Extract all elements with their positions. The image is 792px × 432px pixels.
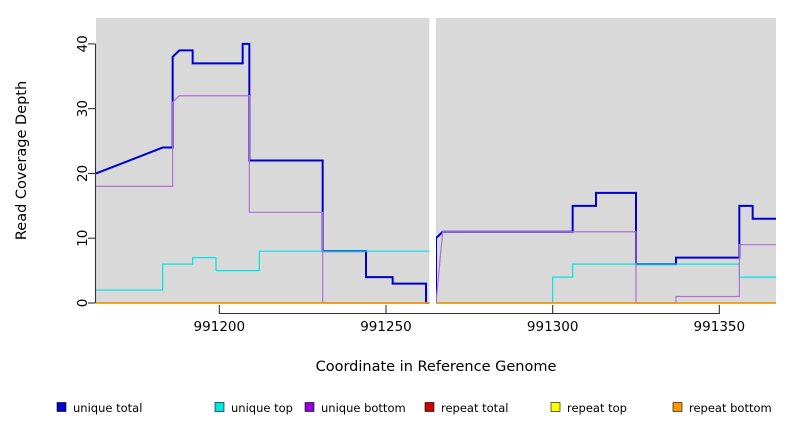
legend-label-unique-total[interactable]: unique total xyxy=(73,401,142,415)
y-tick-label-30: 30 xyxy=(75,100,91,117)
x-tick-label-991350: 991350 xyxy=(694,319,746,335)
axes-layer: 0 10 20 30 40 991200 991250 991300 991350 xyxy=(75,35,745,335)
legend-swatch-unique-bottom[interactable] xyxy=(304,402,315,412)
x-tick-label-991200: 991200 xyxy=(194,319,246,335)
legend-label-repeat-top[interactable]: repeat top xyxy=(567,401,627,415)
series-line-unique-bottom xyxy=(96,95,430,304)
legend-swatch-unique-top[interactable] xyxy=(214,402,225,412)
y-tick-label-40: 40 xyxy=(75,35,91,52)
legend-label-unique-top[interactable]: unique top xyxy=(231,401,293,415)
y-tick-label-0: 0 xyxy=(75,299,91,308)
legend-swatch-repeat-total[interactable] xyxy=(424,402,435,412)
coverage-gap-band xyxy=(429,18,436,303)
x-tick-label-991300: 991300 xyxy=(527,319,579,335)
legend-swatch-unique-total[interactable] xyxy=(56,402,67,412)
series-layer xyxy=(95,42,776,304)
legend-label-repeat-bottom[interactable]: repeat bottom xyxy=(689,401,772,415)
legend-label-repeat-total[interactable]: repeat total xyxy=(441,401,508,415)
y-axis-title: Read Coverage Depth xyxy=(14,81,30,240)
legend-swatch-repeat-top[interactable] xyxy=(550,402,561,412)
legend-swatch-repeat-bottom[interactable] xyxy=(672,402,683,412)
series-line-unique-top xyxy=(96,250,430,291)
axis-labels-layer: Read Coverage Depth Coordinate in Referen… xyxy=(14,81,556,375)
y-tick-label-20: 20 xyxy=(75,165,91,182)
x-axis-title: Coordinate in Reference Genome xyxy=(316,359,557,375)
x-tick-label-991250: 991250 xyxy=(360,319,412,335)
gap-band-rect xyxy=(429,18,436,303)
y-tick-label-10: 10 xyxy=(75,230,91,247)
legend: unique total unique top unique bottom repea… xyxy=(56,401,772,415)
legend-label-unique-bottom[interactable]: unique bottom xyxy=(321,401,406,415)
